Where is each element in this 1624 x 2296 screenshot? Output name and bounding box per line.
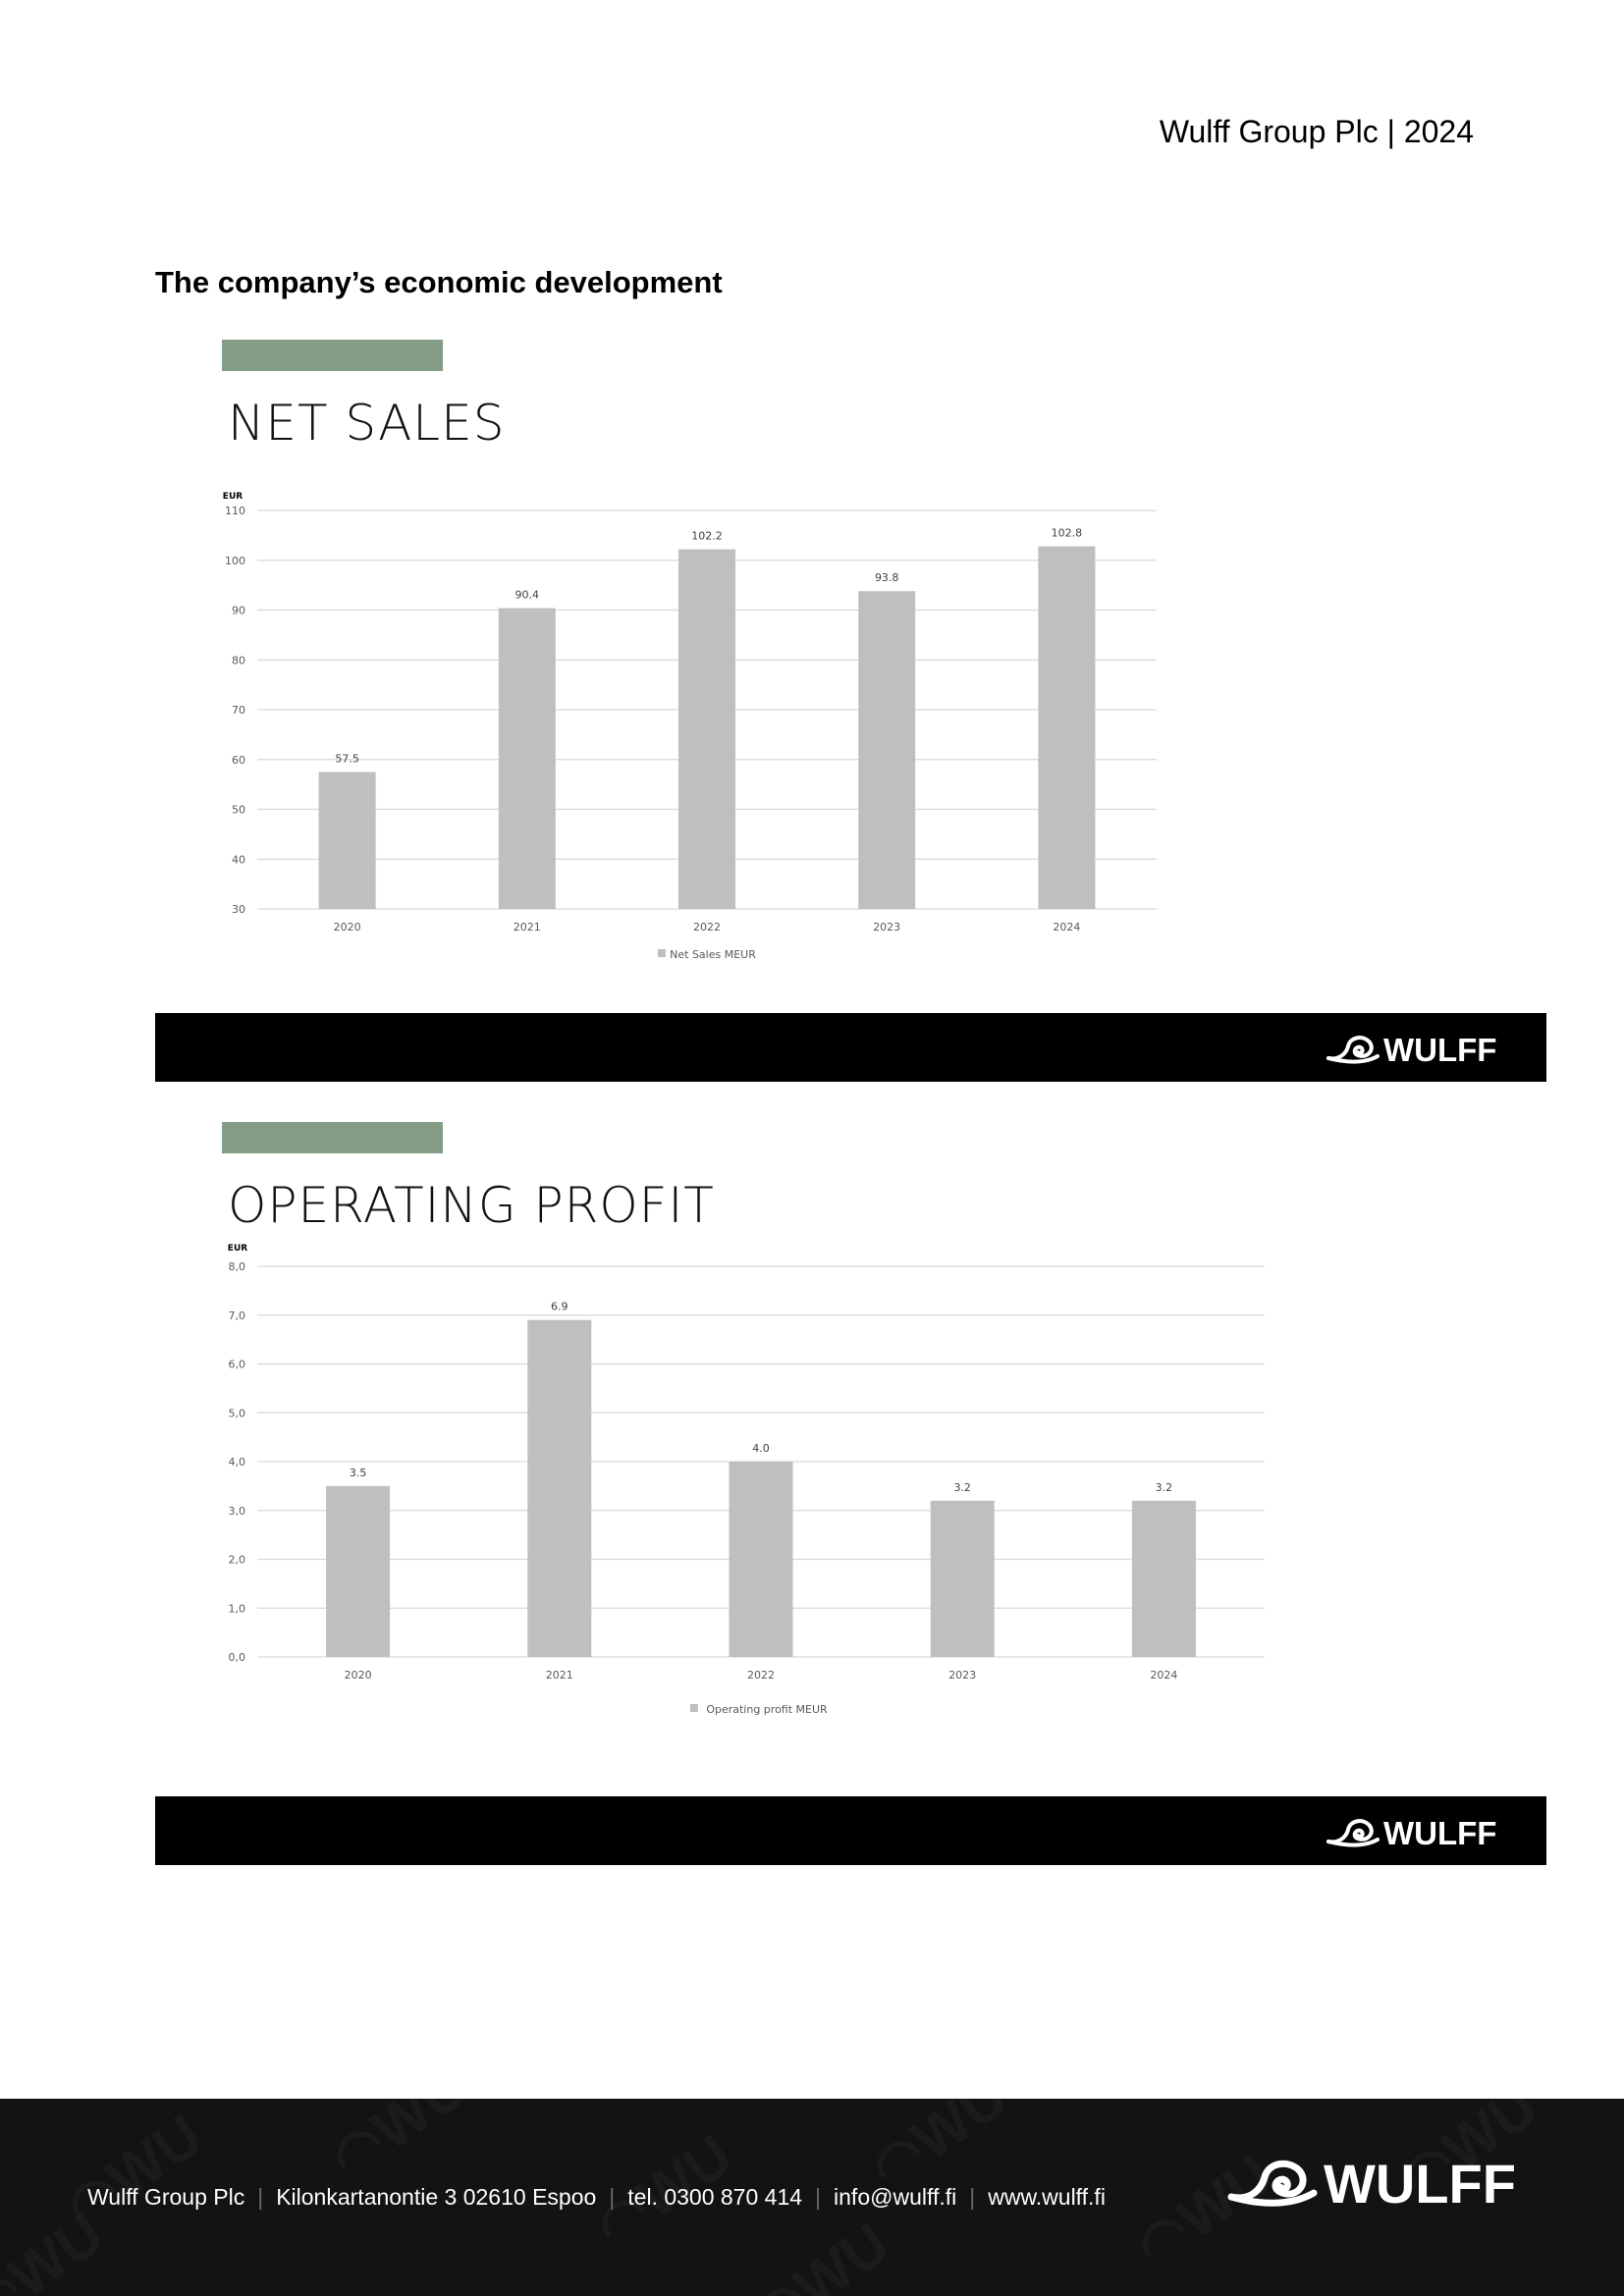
bar	[858, 591, 916, 909]
logo-band: WULFF	[155, 1013, 1546, 1082]
y-axis-unit-label: EUR	[228, 1244, 247, 1254]
data-label: 6.9	[551, 1301, 568, 1313]
data-label: 4.0	[752, 1442, 770, 1455]
wulff-logo: WULFF	[1326, 1815, 1496, 1849]
x-tick-label: 2022	[747, 1669, 775, 1682]
net-sales-title: NET SALES	[228, 395, 506, 452]
y-tick-label: 40	[232, 853, 245, 866]
y-tick-label: 4,0	[229, 1456, 246, 1468]
bar	[1038, 546, 1096, 909]
x-tick-label: 2023	[873, 921, 900, 934]
y-tick-label: 50	[232, 804, 245, 817]
x-tick-label: 2024	[1150, 1669, 1177, 1682]
operating-profit-title: OPERATING PROFIT	[228, 1177, 715, 1234]
x-tick-label: 2021	[546, 1669, 573, 1682]
net-sales-chart: 30 40 50 60 70 80 90 100 110 EUR 57.5 2020 90.4 2021 1…	[223, 492, 1157, 961]
data-label: 93.8	[875, 571, 899, 584]
footer-separator: |	[815, 2184, 822, 2210]
bar	[318, 772, 376, 909]
y-tick-label: 8,0	[229, 1260, 246, 1273]
bar	[678, 549, 735, 909]
y-tick-label: 30	[232, 903, 245, 916]
page-heading: The company’s economic development	[155, 265, 723, 299]
section-accent-bar	[222, 340, 443, 371]
legend-label: Net Sales MEUR	[670, 948, 756, 961]
footer-separator: |	[609, 2184, 616, 2210]
data-label: 102.2	[691, 530, 723, 543]
x-tick-label: 2020	[345, 1669, 372, 1682]
x-tick-label: 2023	[948, 1669, 976, 1682]
y-axis-unit-label: EUR	[223, 492, 243, 502]
data-label: 90.4	[515, 588, 540, 601]
operating-profit-chart: 0,0 1,0 2,0 3,0 4,0 5,0 6,0 7,0 8,0 EUR 3.5 2020 6.9…	[228, 1244, 1265, 1716]
data-label: 3.2	[1156, 1481, 1173, 1494]
header-title: Wulff Group Plc | 2024	[1159, 114, 1474, 149]
footer-company: Wulff Group Plc	[87, 2184, 245, 2210]
logo-text: WULFF	[1383, 1815, 1496, 1849]
bar	[498, 608, 556, 909]
data-label: 57.5	[335, 752, 359, 765]
y-tick-label: 0,0	[229, 1651, 246, 1664]
footer-website-link[interactable]: www.wulff.fi	[988, 2184, 1106, 2210]
x-tick-label: 2020	[334, 921, 361, 934]
bar	[729, 1462, 793, 1657]
x-tick-label: 2021	[514, 921, 541, 934]
watermark-pattern: ◠WU	[318, 2099, 480, 2194]
x-tick-label: 2022	[693, 921, 721, 934]
bar	[326, 1485, 391, 1657]
bar	[1131, 1500, 1196, 1657]
y-tick-label: 1,0	[229, 1602, 246, 1615]
footer-address: Kilonkartanontie 3 02610 Espoo	[276, 2184, 597, 2210]
y-tick-label: 6,0	[229, 1359, 246, 1371]
legend-swatch	[657, 949, 666, 957]
footer-separator: |	[257, 2184, 264, 2210]
y-tick-label: 70	[232, 704, 245, 717]
logo-band: WULFF	[155, 1796, 1546, 1865]
wulff-logo: WULFF	[1326, 1032, 1496, 1066]
x-tick-label: 2024	[1053, 921, 1080, 934]
footer-phone[interactable]: tel. 0300 870 414	[627, 2184, 803, 2210]
logo-text: WULFF	[1383, 1032, 1496, 1066]
watermark-pattern: ◠WU	[740, 2210, 902, 2296]
y-tick-label: 3,0	[229, 1505, 246, 1518]
footer-email-link[interactable]: info@wulff.fi	[834, 2184, 957, 2210]
logo-text: WULFF	[1324, 2153, 1516, 2211]
y-tick-label: 5,0	[229, 1407, 246, 1419]
y-tick-label: 90	[232, 605, 245, 617]
data-label: 3.5	[350, 1467, 367, 1479]
y-tick-label: 60	[232, 754, 245, 767]
y-tick-label: 2,0	[229, 1554, 246, 1567]
footer: ◠WU ◠WU ◠WU ◠WU ◠WU ◠WU ◠WU ◠WU Wulff Gr…	[0, 2099, 1624, 2296]
legend-swatch	[689, 1704, 698, 1712]
section-accent-bar	[222, 1122, 443, 1153]
data-label: 3.2	[953, 1481, 971, 1494]
bar	[527, 1319, 592, 1657]
wulff-logo: WULFF	[1227, 2153, 1516, 2211]
footer-separator: |	[969, 2184, 976, 2210]
legend-label: Operating profit MEUR	[706, 1703, 828, 1716]
footer-contacts: Wulff Group Plc | Kilonkartanontie 3 026…	[87, 2184, 1106, 2211]
y-tick-label: 110	[225, 505, 245, 517]
bar	[930, 1500, 995, 1657]
y-tick-label: 7,0	[229, 1309, 246, 1322]
y-tick-label: 80	[232, 654, 245, 667]
y-tick-label: 100	[225, 555, 245, 567]
data-label: 102.8	[1052, 527, 1083, 540]
